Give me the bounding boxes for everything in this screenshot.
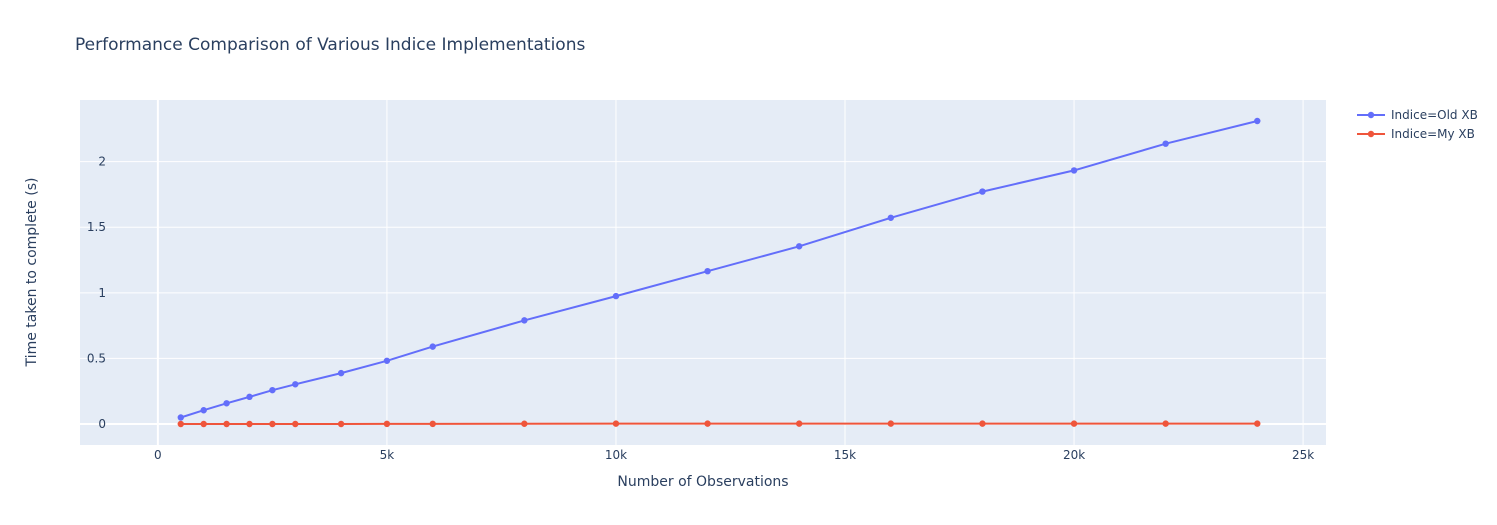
y-tick-label: 1.5: [87, 220, 106, 234]
x-tick-label: 20k: [1063, 448, 1085, 462]
x-axis-title: Number of Observations: [617, 474, 788, 490]
data-point: [269, 420, 276, 428]
y-tick-label: 2: [98, 155, 106, 169]
data-point: [1254, 420, 1261, 427]
chart-title: Performance Comparison of Various Indice…: [75, 35, 585, 55]
data-point: [612, 292, 620, 300]
data-point: [1070, 420, 1078, 427]
data-point: [429, 420, 436, 428]
data-point: [200, 407, 207, 414]
data-point: [704, 267, 711, 275]
data-point: [979, 420, 986, 427]
data-point: [383, 357, 391, 364]
x-tick-label: 15k: [834, 448, 856, 462]
data-point: [795, 420, 803, 427]
data-point: [337, 420, 345, 428]
data-point: [292, 420, 299, 428]
legend-swatch-marker: [1367, 111, 1375, 119]
data-point: [292, 381, 299, 388]
legend-label: Indice=My XB: [1391, 127, 1475, 141]
x-tick-label: 10k: [605, 448, 627, 462]
data-point: [429, 343, 436, 350]
series-line: [180, 120, 1258, 419]
data-point: [1162, 420, 1169, 427]
data-point: [223, 420, 230, 428]
tick-labels: 0 5k 10k 15k 20k 25k 0 0.5 1 1.5 2: [87, 155, 1314, 462]
series-layer: [177, 117, 1261, 428]
data-point: [383, 420, 391, 428]
data-point: [887, 420, 895, 427]
data-point: [246, 393, 253, 401]
legend: Indice=Old XB Indice=My XB: [1357, 108, 1478, 141]
x-tick-label: 25k: [1292, 448, 1314, 462]
x-tick-label: 5k: [380, 448, 395, 462]
y-tick-label: 1: [98, 286, 106, 300]
data-point: [979, 188, 986, 195]
data-point: [269, 386, 276, 394]
legend-label: Indice=Old XB: [1391, 108, 1478, 122]
data-point: [337, 369, 345, 377]
legend-swatch-marker: [1367, 130, 1375, 138]
data-point: [246, 420, 253, 428]
data-point: [177, 420, 184, 428]
y-axis-title: Time taken to complete (s): [24, 178, 40, 368]
data-point: [704, 420, 711, 427]
data-point: [612, 420, 620, 427]
data-point: [887, 214, 895, 221]
data-point: [1254, 117, 1261, 125]
data-point: [1070, 167, 1078, 174]
data-point: [521, 317, 528, 324]
x-tick-label: 0: [154, 448, 162, 462]
y-tick-label: 0.5: [87, 351, 106, 365]
data-point: [223, 400, 230, 407]
data-point: [177, 414, 184, 421]
data-point: [795, 243, 803, 250]
data-point: [521, 420, 528, 427]
data-point: [1162, 140, 1169, 147]
data-point: [200, 420, 207, 428]
y-tick-label: 0: [98, 417, 106, 431]
